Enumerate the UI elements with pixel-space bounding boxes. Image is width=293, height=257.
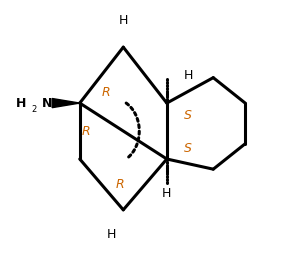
Text: 2: 2 — [32, 105, 37, 114]
Text: R: R — [81, 125, 90, 137]
Text: S: S — [184, 109, 192, 122]
Text: H: H — [107, 228, 116, 241]
Text: H: H — [16, 97, 26, 109]
Text: H: H — [184, 69, 194, 82]
Text: S: S — [184, 142, 192, 155]
Text: N: N — [42, 97, 52, 109]
Text: H: H — [162, 187, 171, 200]
Polygon shape — [52, 98, 80, 108]
Text: R: R — [102, 86, 110, 99]
Text: R: R — [116, 178, 125, 191]
Text: H: H — [119, 14, 128, 27]
